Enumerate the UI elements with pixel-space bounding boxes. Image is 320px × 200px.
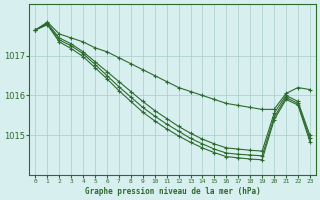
X-axis label: Graphe pression niveau de la mer (hPa): Graphe pression niveau de la mer (hPa) — [85, 187, 260, 196]
